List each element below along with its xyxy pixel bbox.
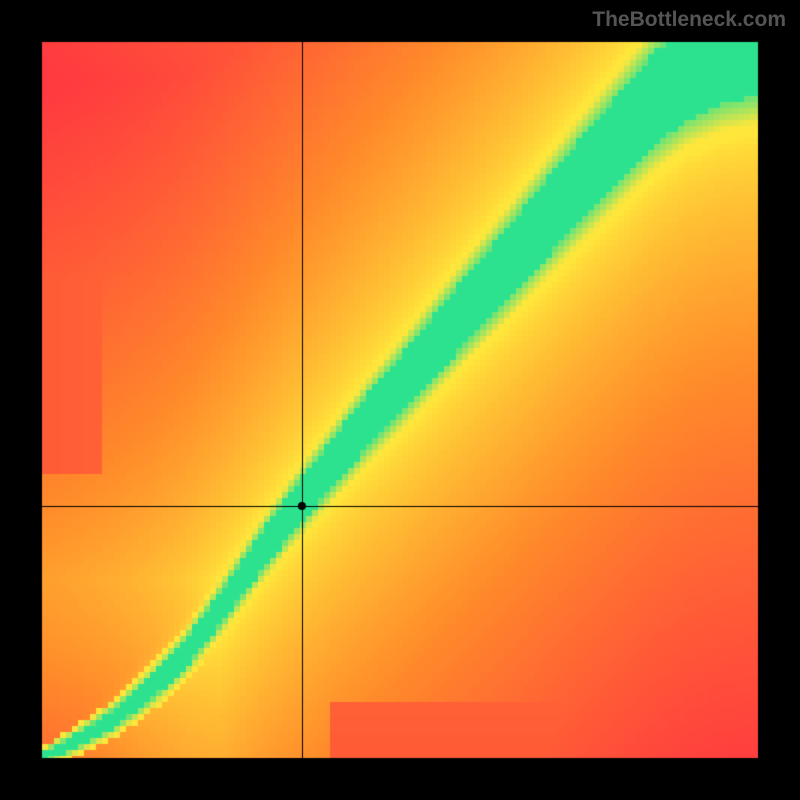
watermark-text: TheBottleneck.com [592,8,786,32]
bottleneck-heatmap [0,0,800,800]
